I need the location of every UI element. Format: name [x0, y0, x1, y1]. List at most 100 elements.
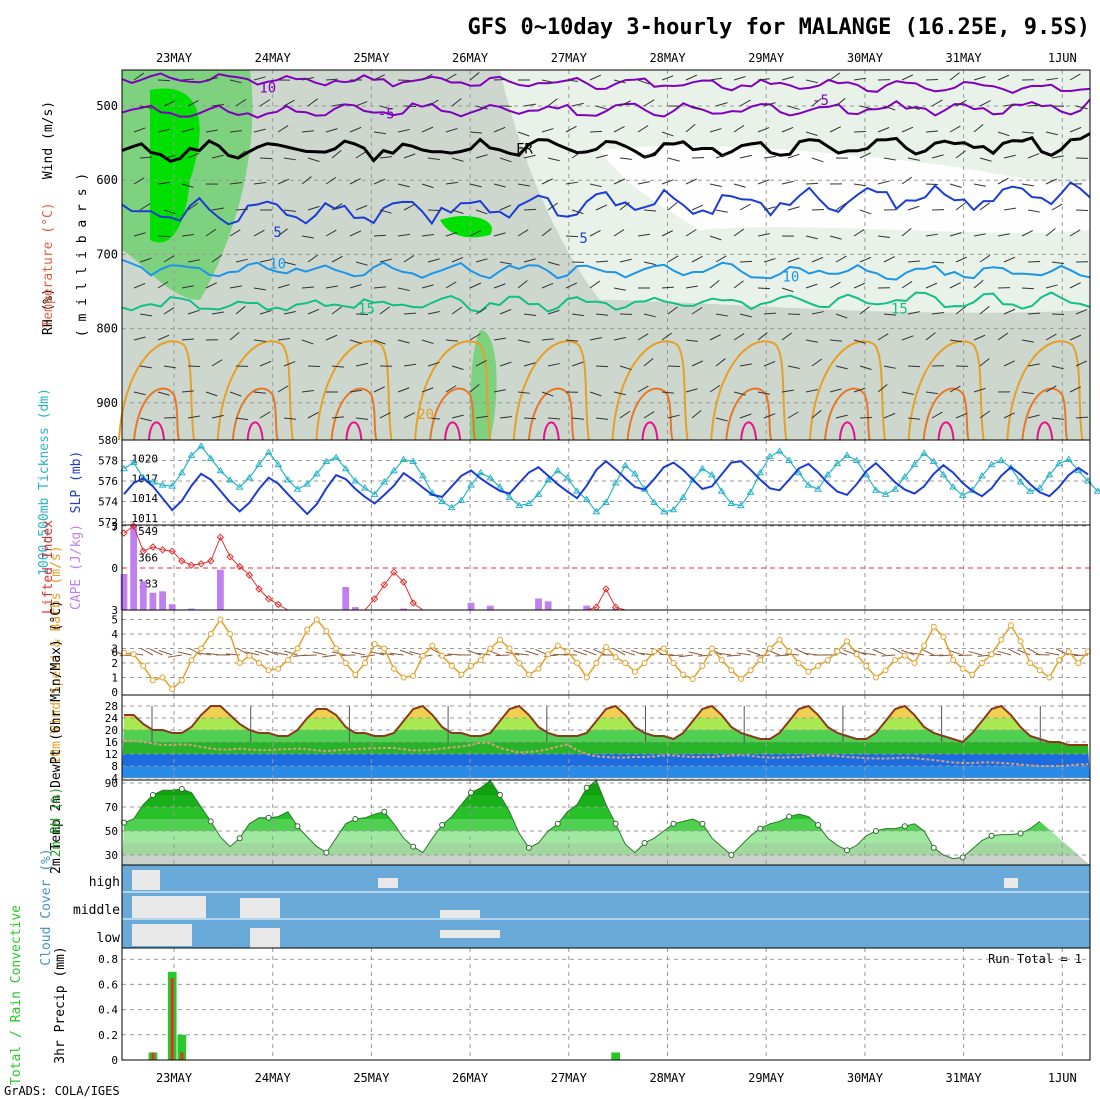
wind-barb — [451, 157, 464, 162]
wind-barb — [589, 183, 602, 188]
wind-barb — [661, 230, 673, 237]
wind-barb — [302, 654, 317, 657]
upper-ylabel-rh: RH (%) — [41, 288, 56, 335]
wind-barb — [331, 255, 343, 263]
wind-barb — [397, 233, 410, 237]
wind-barb — [427, 417, 441, 420]
lifted-index-point — [197, 560, 205, 568]
temp-contour-20-loop — [216, 340, 294, 441]
wind-barb — [1003, 154, 1016, 159]
wind-barb — [421, 126, 434, 133]
wind-barb — [631, 650, 645, 656]
wind-barb — [451, 209, 464, 214]
wind-barb — [571, 313, 584, 317]
wind-barb — [1027, 209, 1040, 213]
thickness-point — [158, 481, 167, 488]
wind-barb — [229, 391, 242, 397]
wind-speed-point — [1017, 638, 1024, 645]
wind-barb — [733, 124, 745, 133]
thickness-point — [476, 468, 485, 476]
wind-barb — [379, 209, 392, 214]
wind-barb — [205, 228, 217, 237]
wind-barb — [997, 131, 1010, 137]
wind-barb — [925, 332, 936, 341]
wind-barb — [370, 651, 385, 656]
wind-barb — [973, 123, 984, 133]
thickness-point — [447, 503, 456, 511]
wind-barb — [205, 391, 218, 397]
temp-tick-label: 24 — [105, 712, 119, 725]
temp-contour-25-loop — [330, 387, 378, 441]
rh-point — [699, 820, 706, 827]
wind-barb — [733, 228, 745, 237]
wind-barb — [685, 285, 698, 289]
wind-barb — [379, 306, 390, 315]
wind-barb — [968, 650, 983, 656]
temp-tick-label: 4 — [111, 772, 118, 785]
temp-contour-20-loop — [315, 340, 393, 441]
wind-barb — [997, 177, 1009, 185]
wind-barb — [829, 126, 841, 133]
wind-barb — [211, 103, 224, 107]
wind-barb — [235, 150, 246, 159]
wind-barb — [301, 339, 314, 345]
wind-speed-point — [1027, 660, 1034, 666]
lifted-index-point — [139, 547, 147, 555]
wind-barb — [973, 334, 986, 341]
wind-barb — [1027, 153, 1040, 159]
wind-speed-point — [834, 648, 841, 655]
y-axis-labels: RH (%) Temperature (°C) Wind (m/s) ( m i… — [9, 101, 90, 1085]
thickness-point — [139, 473, 148, 481]
wind-barb — [1069, 386, 1081, 393]
wind-barb — [211, 414, 224, 419]
wind-barb — [709, 235, 722, 241]
thickness-point — [534, 490, 543, 497]
rh-band — [122, 819, 1090, 831]
wind-barb — [312, 651, 327, 656]
wind-barb — [163, 100, 176, 107]
wind-barb — [949, 183, 962, 188]
temp-contour-30-loop — [1036, 421, 1054, 441]
wind-barb — [331, 203, 343, 211]
wind-barb — [469, 183, 482, 188]
wind-barb — [877, 127, 890, 133]
wind-tick-label: 0 — [111, 686, 118, 699]
thickness-point — [997, 456, 1006, 463]
wind-barb — [181, 78, 194, 81]
wind-barb — [637, 233, 650, 237]
wind-barb — [925, 233, 938, 237]
wind-barb — [859, 256, 872, 263]
wind-barb — [811, 208, 825, 211]
wind-barb — [715, 358, 726, 367]
contour-label: FR — [516, 141, 533, 157]
wind-barb — [397, 339, 410, 344]
wind-barb — [907, 105, 920, 110]
slp-line — [123, 459, 1089, 516]
wind-barb — [1075, 209, 1089, 212]
wind-barb — [739, 99, 751, 107]
date-tick-label: 1JUN — [1048, 1071, 1077, 1085]
wind-barb — [421, 73, 433, 81]
thickness-point — [958, 491, 967, 498]
wind-barb — [709, 384, 721, 393]
wind-barb — [829, 339, 842, 342]
wind-speed-point — [439, 652, 446, 659]
wind-barb — [499, 308, 512, 315]
wind-barb — [259, 310, 272, 315]
wind-barb — [757, 287, 771, 290]
contour-label: -5 — [812, 93, 829, 109]
thickness-point — [900, 472, 909, 480]
wind-tick-label: 4 — [111, 628, 118, 641]
wind-barb — [715, 417, 728, 422]
wind-speed-point — [1036, 667, 1043, 674]
rh-line — [123, 779, 1041, 860]
wind-barb — [187, 259, 200, 263]
wind-barb — [1003, 256, 1016, 263]
wind-barb — [235, 417, 248, 421]
wind-speed-point — [641, 660, 648, 666]
thickness-point — [553, 466, 562, 474]
wind-barb — [901, 228, 912, 237]
lifted-index-point — [226, 553, 234, 561]
wind-barb — [1027, 647, 1041, 656]
wind-barb — [541, 128, 554, 133]
